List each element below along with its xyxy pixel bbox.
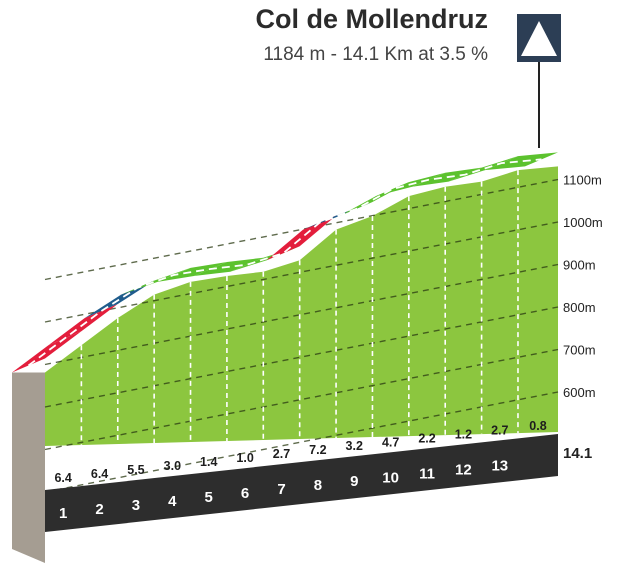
gradient-label: 6.4 [91, 467, 108, 481]
profile-top-segment [84, 280, 155, 319]
elevation-tick-label: 800m [563, 300, 596, 315]
elevation-tick-label: 1100m [563, 173, 602, 188]
gradient-label: 1.2 [455, 427, 472, 441]
gradient-label: 3.2 [346, 439, 363, 453]
gradient-label: 2.2 [418, 431, 435, 445]
gradient-label: 6.4 [54, 471, 71, 485]
km-label: 9 [350, 473, 358, 490]
profile-top-segment [266, 215, 337, 261]
km-label: 8 [314, 477, 322, 494]
elevation-tick-label: 1000m [563, 215, 603, 230]
climb-subtitle: 1184 m - 14.1 Km at 3.5 % [263, 44, 488, 65]
category-number: 2 [533, 31, 545, 56]
km-label: 2 [95, 501, 103, 518]
km-label: 10 [382, 469, 399, 486]
gradient-label: 4.7 [382, 435, 399, 449]
km-label: 1 [59, 505, 67, 522]
gradient-label: 7.2 [309, 443, 326, 457]
profile-top-centerline [27, 158, 542, 367]
gradient-label: 3.0 [164, 459, 181, 473]
profile-top-segment [157, 261, 227, 282]
climb-title: Col de Mollendruz [255, 4, 489, 34]
elevation-tick-label: 600m [563, 385, 596, 400]
gradient-label: 0.8 [529, 419, 546, 433]
gradient-label: 2.7 [491, 423, 508, 437]
profile-front-face [45, 166, 558, 446]
km-label: 13 [491, 457, 508, 474]
profile-top-segment [12, 331, 82, 373]
total-distance-label: 14.1 [563, 445, 592, 462]
gradient-label: 2.7 [273, 447, 290, 461]
profile-side-face [12, 372, 45, 563]
km-label: 12 [455, 461, 472, 478]
profile-top-segment [484, 152, 558, 171]
km-label: 3 [132, 497, 140, 514]
km-label: 5 [205, 489, 213, 506]
gradient-label: 5.5 [127, 463, 144, 477]
mountain-icon [521, 21, 557, 56]
km-label: 4 [168, 493, 177, 510]
gradient-label: 1.0 [236, 451, 253, 465]
km-label: 11 [419, 465, 435, 482]
km-label: 7 [277, 481, 285, 498]
km-label: 6 [241, 485, 249, 502]
gradient-label: 1.4 [200, 455, 217, 469]
elevation-tick-label: 900m [563, 258, 596, 273]
profile-base-strip [45, 434, 558, 532]
elevation-tick-label: 700m [563, 343, 596, 358]
